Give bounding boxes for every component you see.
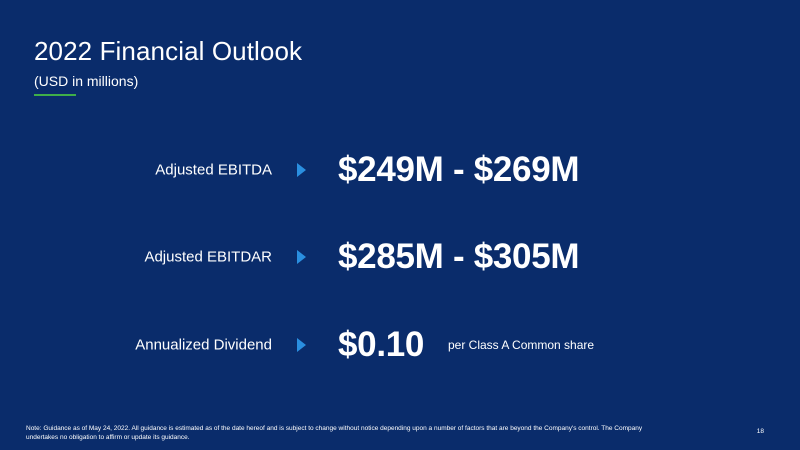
row-value: $249M - $269M (338, 150, 580, 189)
row-label: Annualized Dividend (135, 336, 272, 354)
row-value: $0.10 (338, 325, 425, 364)
slide-subtitle: (USD in millions) (34, 73, 139, 89)
row-label: Adjusted EBITDA (155, 161, 272, 179)
outlook-row-ebitdar: Adjusted EBITDAR $285M - $305M (0, 227, 800, 287)
row-suffix: per Class A Common share (448, 338, 595, 352)
subtitle-underline (34, 94, 76, 96)
arrow-right-icon (297, 338, 306, 352)
arrow-right-icon (297, 250, 306, 264)
row-label: Adjusted EBITDAR (144, 248, 272, 266)
outlook-row-ebitda: Adjusted EBITDA $249M - $269M (0, 140, 800, 200)
page-number: 18 (756, 428, 764, 435)
slide-title: 2022 Financial Outlook (34, 36, 303, 66)
outlook-row-dividend: Annualized Dividend $0.10 per Class A Co… (0, 315, 800, 375)
footnote: Note: Guidance as of May 24, 2022. All g… (26, 425, 643, 441)
arrow-right-icon (297, 163, 306, 177)
row-value: $285M - $305M (338, 237, 580, 276)
